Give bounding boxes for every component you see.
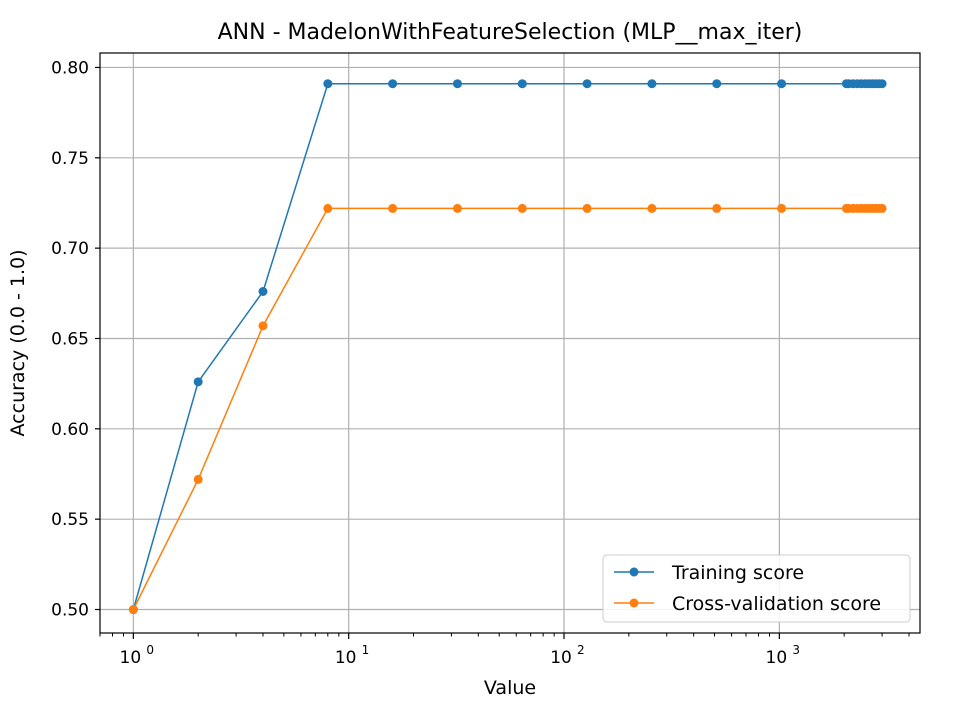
series-layer [128, 79, 887, 615]
series-0-point-10 [777, 79, 787, 89]
x-axis: 10 0 10 1 10 2 10 3 [99, 633, 910, 668]
series-0-point-3 [323, 79, 333, 89]
x-axis-label: Value [484, 677, 536, 699]
series-0-point-9 [712, 79, 722, 89]
legend-box [602, 554, 911, 623]
series-1-point-2 [258, 321, 268, 331]
y-tick-label-4: 0.70 [51, 239, 89, 259]
legend-marker-cross-validation [629, 598, 639, 608]
series-1-point-6 [517, 203, 527, 213]
series-0-point-8 [647, 79, 657, 89]
series-0-point-5 [452, 79, 462, 89]
chart-title: ANN - MadelonWithFeatureSelection (MLP__… [218, 20, 803, 45]
y-tick-label-1: 0.55 [51, 510, 89, 530]
x-tick-exponent-0: 0 [146, 643, 154, 657]
series-0-point-7 [582, 79, 592, 89]
plot-area-frame [99, 52, 921, 634]
series-1-point-10 [777, 203, 787, 213]
legend-label-cross-validation: Cross-validation score [672, 593, 881, 615]
series-0-point-6 [517, 79, 527, 89]
x-tick-label-1: 10 [335, 648, 357, 668]
series-1-point-5 [452, 203, 462, 213]
y-tick-label-5: 0.75 [51, 149, 89, 169]
y-tick-label-2: 0.60 [51, 420, 89, 440]
x-tick-exponent-2: 2 [577, 643, 585, 657]
x-tick-exponent-3: 3 [792, 643, 800, 657]
y-tick-label-3: 0.65 [51, 329, 89, 349]
series-1-point-8 [647, 203, 657, 213]
x-tick-label-0: 10 [120, 648, 142, 668]
series-0-point-1 [193, 377, 203, 387]
series-1-point-1 [193, 474, 203, 484]
grid [100, 53, 920, 633]
series-0-point-21 [877, 79, 887, 89]
y-tick-label-0: 0.50 [51, 601, 89, 621]
series-1-point-21 [877, 203, 887, 213]
x-tick-label-3: 10 [766, 648, 788, 668]
y-tick-label-6: 0.80 [51, 58, 89, 78]
x-tick-exponent-1: 1 [362, 643, 370, 657]
series-1-point-9 [712, 203, 722, 213]
series-0-point-4 [388, 79, 398, 89]
series-1-point-4 [388, 203, 398, 213]
y-axis-label: Accuracy (0.0 - 1.0) [7, 250, 29, 437]
series-1-point-3 [323, 203, 333, 213]
y-axis: 0.50 0.55 0.60 0.65 0.70 0.75 0.80 [51, 58, 100, 621]
series-1-point-0 [128, 605, 138, 615]
legend-label-training: Training score [671, 562, 804, 584]
series-1-point-7 [582, 203, 592, 213]
x-tick-label-2: 10 [550, 648, 572, 668]
series-0-point-2 [258, 287, 268, 297]
legend-marker-training [629, 567, 639, 577]
legend: Training score Cross-validation score [602, 554, 911, 623]
